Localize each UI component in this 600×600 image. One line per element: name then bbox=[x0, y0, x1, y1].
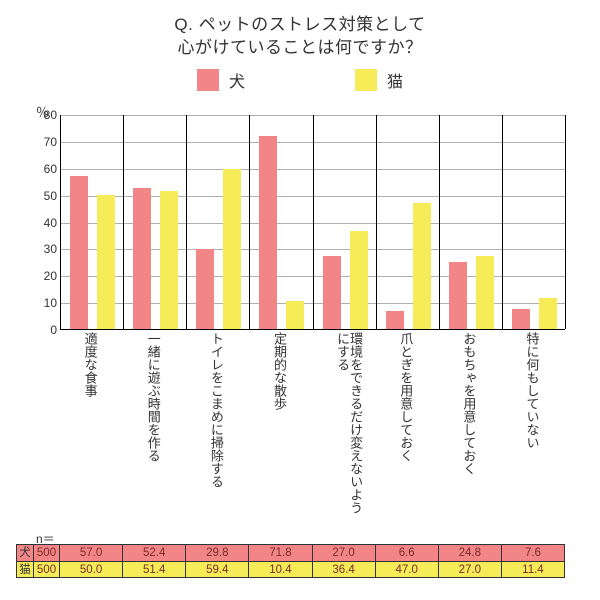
bar-cat bbox=[97, 195, 115, 329]
bar-cat bbox=[413, 203, 431, 329]
table-cell: 50.0 bbox=[60, 562, 123, 577]
bar-dog bbox=[386, 311, 404, 329]
bar-cat bbox=[286, 301, 304, 329]
bar-dog bbox=[449, 262, 467, 329]
category-label: 適度な食事 bbox=[84, 332, 97, 397]
table-n-cell: 500 bbox=[34, 562, 60, 577]
legend-swatch-dog bbox=[197, 69, 219, 91]
category-label: 特に何もしていない bbox=[525, 332, 538, 449]
table-n-cell: 500 bbox=[34, 545, 60, 561]
bar-group bbox=[314, 115, 377, 329]
table-row-cat: 猫50050.051.459.410.436.447.027.011.4 bbox=[16, 561, 565, 578]
bar-dog bbox=[512, 309, 530, 329]
category-label: 定期的な散歩 bbox=[273, 332, 286, 410]
table-cell: 59.4 bbox=[186, 562, 249, 577]
legend-label-cat: 猫 bbox=[387, 68, 403, 92]
bar-cat bbox=[476, 256, 494, 329]
table-cell: 11.4 bbox=[502, 562, 565, 577]
chart-title: Q. ペットのストレス対策として 心がけていることは何ですか？ bbox=[0, 0, 600, 60]
bar-dog bbox=[196, 249, 214, 329]
bar-dog bbox=[133, 188, 151, 329]
y-tick-label: 50 bbox=[31, 189, 57, 203]
table-cell: 47.0 bbox=[376, 562, 439, 577]
data-table: n＝ 犬50057.052.429.871.827.06.624.87.6 猫5… bbox=[16, 544, 565, 578]
table-cell: 6.6 bbox=[376, 545, 439, 561]
bar-group bbox=[187, 115, 250, 329]
bar-dog bbox=[70, 176, 88, 329]
y-tick-label: 40 bbox=[31, 216, 57, 230]
bar-cat bbox=[160, 191, 178, 329]
table-cell: 51.4 bbox=[123, 562, 186, 577]
y-tick-label: 80 bbox=[31, 108, 57, 122]
bar-group bbox=[440, 115, 503, 329]
bar-group bbox=[61, 115, 124, 329]
legend: 犬 猫 bbox=[0, 68, 600, 92]
table-row-dog: 犬50057.052.429.871.827.06.624.87.6 bbox=[16, 544, 565, 561]
category-label: トイレをこまめに掃除する bbox=[210, 332, 223, 488]
title-line-2: 心がけていることは何ですか？ bbox=[178, 38, 423, 57]
table-cell: 10.4 bbox=[249, 562, 312, 577]
plot-area: 01020304050607080 bbox=[60, 115, 565, 330]
bar-group bbox=[503, 115, 566, 329]
category-labels: 適度な食事 一緒に遊ぶ時間を作る トイレをこまめに掃除する 定期的な散歩 環境をできるだ… bbox=[60, 332, 565, 522]
table-cell: 27.0 bbox=[313, 545, 376, 561]
bar-dog bbox=[259, 136, 277, 329]
category-label: 一緒に遊ぶ時間を作る bbox=[147, 332, 160, 462]
table-cell: 52.4 bbox=[123, 545, 186, 561]
bar-cat bbox=[539, 298, 557, 329]
chart-plot: 01020304050607080 bbox=[60, 115, 565, 330]
table-cell: 71.8 bbox=[249, 545, 312, 561]
title-line-1: Q. ペットのストレス対策として bbox=[174, 15, 425, 34]
y-tick-label: 70 bbox=[31, 135, 57, 149]
bar-cat bbox=[223, 169, 241, 329]
y-tick-label: 30 bbox=[31, 242, 57, 256]
legend-swatch-cat bbox=[355, 69, 377, 91]
y-tick-label: 0 bbox=[31, 323, 57, 337]
y-tick-label: 10 bbox=[31, 296, 57, 310]
y-tick-label: 20 bbox=[31, 269, 57, 283]
category-label: 爪とぎを用意しておく bbox=[399, 332, 412, 462]
table-cell: 36.4 bbox=[313, 562, 376, 577]
bar-cat bbox=[350, 231, 368, 329]
bar-dog bbox=[323, 256, 341, 329]
legend-cat: 猫 bbox=[355, 68, 403, 92]
bar-group bbox=[377, 115, 440, 329]
category-label: 環境をできるだけ変えないようにする bbox=[336, 332, 362, 522]
legend-dog: 犬 bbox=[197, 68, 245, 92]
legend-label-dog: 犬 bbox=[229, 68, 245, 92]
n-label: n＝ bbox=[36, 530, 55, 547]
table-cell: 24.8 bbox=[439, 545, 502, 561]
table-cell: 7.6 bbox=[502, 545, 565, 561]
bar-group bbox=[250, 115, 313, 329]
table-row-header: 猫 bbox=[16, 562, 34, 577]
table-cell: 29.8 bbox=[186, 545, 249, 561]
table-cell: 57.0 bbox=[60, 545, 123, 561]
y-tick-label: 60 bbox=[31, 162, 57, 176]
bar-group bbox=[124, 115, 187, 329]
table-row-header: 犬 bbox=[16, 545, 34, 561]
table-cell: 27.0 bbox=[439, 562, 502, 577]
category-label: おもちゃを用意しておく bbox=[462, 332, 475, 475]
